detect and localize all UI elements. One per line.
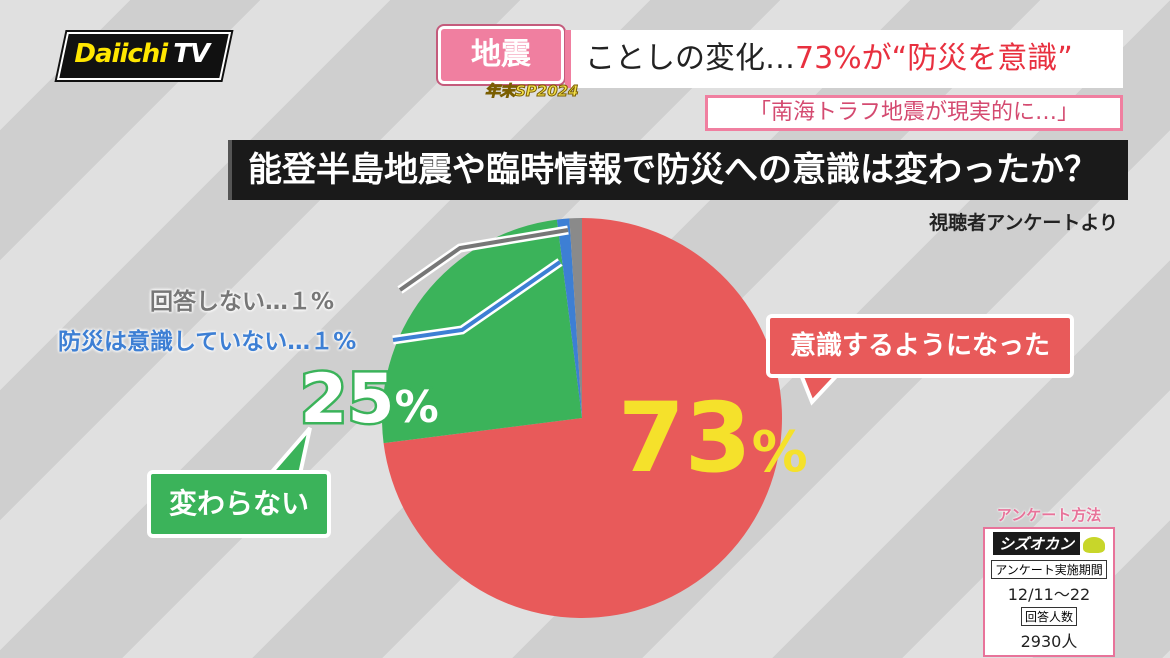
label-unchanged: 変わらない	[147, 470, 332, 538]
percent-unit: %	[392, 380, 441, 436]
headline-prefix: ことしの変化…	[585, 41, 795, 76]
subheadline: 「南海トラフ地震が現実的に…」	[705, 95, 1123, 131]
survey-period-label: アンケート実施期間	[991, 560, 1107, 579]
survey-period-value: 12/11～22	[1007, 585, 1091, 604]
survey-brand: シズオカン	[992, 532, 1080, 555]
survey-method-panel: アンケート方法 シズオカン アンケート実施期間 12/11～22 回答人数 29…	[983, 504, 1115, 657]
survey-count-value: 2930人	[1020, 632, 1078, 651]
label-not-conscious: 防災は意識していない…１%	[58, 329, 357, 355]
special-label: 年末SP2024	[485, 82, 580, 101]
leader-no-answer-inner	[398, 228, 569, 292]
label-no-answer: 回答しない…１%	[150, 289, 335, 315]
percent-unchanged: 25%	[298, 358, 442, 442]
frog-mascot-icon	[1083, 536, 1105, 553]
slice-unchanged	[381, 219, 582, 444]
percent-conscious-value: 73	[618, 382, 752, 494]
percent-conscious: 73%	[618, 382, 808, 494]
headline: ことしの変化…73%が“防災を意識”	[565, 30, 1123, 88]
question-banner: 能登半島地震や臨時情報で防災への意識は変わったか？	[228, 140, 1128, 200]
label-became-conscious: 意識するようになった	[766, 314, 1075, 378]
leader-not-conscious-inner	[392, 260, 562, 342]
source-note: 視聴者アンケートより	[929, 212, 1118, 234]
headline-highlight: 73%が“防災を意識”	[795, 41, 1073, 76]
percent-unit: %	[751, 420, 808, 485]
survey-title: アンケート方法	[996, 506, 1102, 524]
survey-count-label: 回答人数	[1020, 607, 1077, 626]
slice-became-conscious	[383, 218, 782, 618]
slice-not-conscious	[556, 218, 582, 418]
slice-no-answer	[569, 218, 582, 418]
percent-unchanged-value: 25	[298, 358, 398, 442]
category-tag: 地震	[438, 26, 564, 84]
